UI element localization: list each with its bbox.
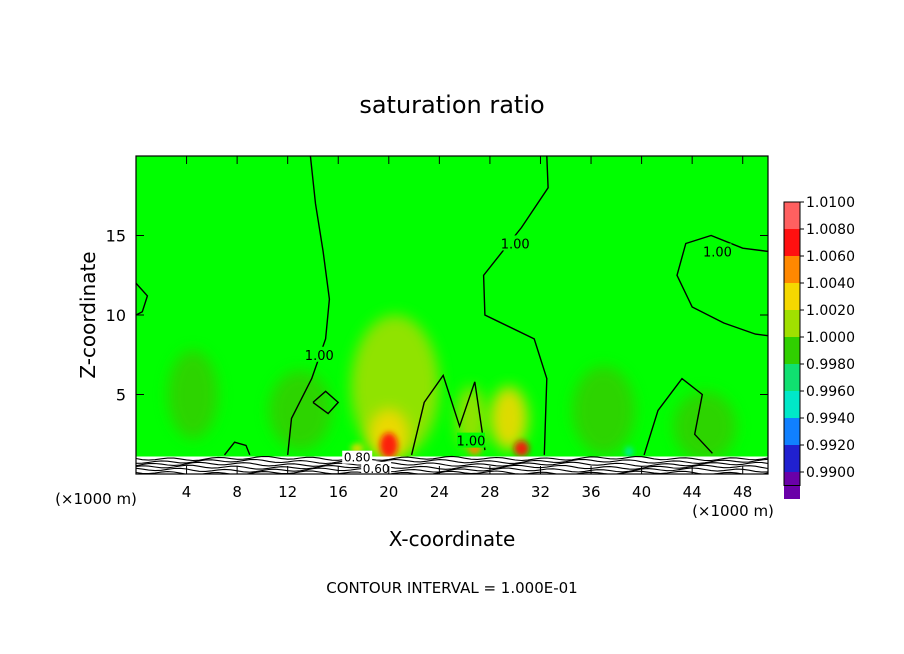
contour-interval-note: CONTOUR INTERVAL = 1.000E-01 bbox=[326, 579, 577, 597]
x-tick-label-40: 40 bbox=[632, 483, 651, 501]
terrain-label-2: 0.60 bbox=[363, 462, 390, 476]
contour-label-4: 1.00 bbox=[456, 435, 485, 450]
colorbar-swatch-9 bbox=[784, 418, 800, 445]
colorbar-label-11: 0.9900 bbox=[806, 465, 855, 481]
colorbar-label-8: 0.9960 bbox=[806, 384, 855, 400]
x-tick-label-20: 20 bbox=[379, 483, 398, 501]
y-tick-label-15: 15 bbox=[106, 227, 126, 246]
contour-label-bg-4 bbox=[456, 432, 485, 448]
colorbar-frame bbox=[783, 201, 801, 486]
contour-label-bg-1 bbox=[305, 346, 334, 362]
y-tick-label-5: 5 bbox=[116, 386, 126, 405]
terrain-line-3 bbox=[136, 461, 768, 467]
contour-line-3 bbox=[676, 234, 768, 337]
plot-area: 1.00 1.00 1.00 1.00 0.800.60 bbox=[135, 155, 769, 476]
colorbar-swatch-10 bbox=[784, 445, 800, 472]
heat-cell-2 bbox=[268, 370, 332, 451]
x-tick-label-24: 24 bbox=[430, 483, 449, 501]
heat-cell-10 bbox=[572, 365, 636, 455]
terrain-label-1: 0.80 bbox=[344, 451, 371, 465]
y-tick-label-10: 10 bbox=[106, 306, 126, 325]
plot-background bbox=[136, 156, 768, 474]
colorbar-swatch-3 bbox=[784, 256, 800, 283]
colorbar-swatch-1 bbox=[784, 202, 800, 229]
x-tick-label-4: 4 bbox=[182, 483, 192, 501]
contour-label-bg-3 bbox=[703, 243, 732, 259]
terrain-label-bg-1 bbox=[342, 450, 373, 464]
contour-label-3: 1.00 bbox=[703, 245, 732, 260]
contour-lines: 1.00 1.00 1.00 1.00 bbox=[136, 156, 768, 456]
x-tick-label-28: 28 bbox=[480, 483, 499, 501]
y-axis-label: Z-coordinate bbox=[76, 251, 100, 378]
terrain-line-2 bbox=[136, 458, 768, 465]
heat-cell-8 bbox=[489, 386, 528, 451]
colorbar-label-1: 1.0100 bbox=[806, 195, 855, 211]
contour-line-6 bbox=[643, 377, 713, 456]
x-tick-label-8: 8 bbox=[232, 483, 242, 501]
contour-label-bg-2 bbox=[501, 235, 530, 251]
terrain-line-1 bbox=[136, 455, 768, 462]
colorbar-label-4: 1.0040 bbox=[806, 276, 855, 292]
colorbar-swatch-7 bbox=[784, 364, 800, 391]
colorbar-label-10: 0.9920 bbox=[806, 438, 855, 454]
colorbar-swatch-4 bbox=[784, 283, 800, 310]
colorbar-label-5: 1.0020 bbox=[806, 303, 855, 319]
contour-label-2: 1.00 bbox=[501, 237, 530, 252]
contour-line-8 bbox=[312, 390, 340, 415]
colorbar-label-3: 1.0060 bbox=[806, 249, 855, 265]
x-tick-label-12: 12 bbox=[278, 483, 297, 501]
x-tick-label-16: 16 bbox=[329, 483, 348, 501]
terrain-line-6 bbox=[136, 470, 768, 474]
contour-line-7 bbox=[223, 441, 251, 456]
contour-line-5 bbox=[136, 282, 149, 316]
heat-cell-5 bbox=[379, 432, 398, 459]
colorbar: 1.0100 1.0080 1.0060 1.0040 1.0020 1.0000 0.99… bbox=[783, 195, 855, 499]
heat-cell-12 bbox=[625, 446, 633, 457]
heat-cell-1 bbox=[167, 349, 219, 440]
contour-line-1 bbox=[287, 156, 331, 455]
terrain-line-5 bbox=[136, 467, 768, 473]
x-unit-label-left: (×1000 m) bbox=[55, 490, 137, 508]
terrain-label-bg-2 bbox=[361, 461, 392, 474]
y-axis-ticks: 5 10 15 bbox=[106, 227, 768, 405]
x-axis-label: X-coordinate bbox=[389, 527, 516, 551]
x-tick-label-36: 36 bbox=[581, 483, 600, 501]
x-axis-ticks: 4 8 12 16 20 24 28 32 36 40 44 48 bbox=[182, 156, 752, 501]
x-unit-label-right: (×1000 m) bbox=[692, 502, 774, 520]
chart-title: saturation ratio bbox=[359, 91, 544, 119]
colorbar-label-9: 0.9940 bbox=[806, 411, 855, 427]
x-tick-label-32: 32 bbox=[531, 483, 550, 501]
colorbar-swatch-5 bbox=[784, 310, 800, 337]
colorbar-swatch-2 bbox=[784, 229, 800, 256]
x-tick-label-48: 48 bbox=[733, 483, 752, 501]
colorbar-label-7: 0.9980 bbox=[806, 357, 855, 373]
heat-cell-9 bbox=[513, 440, 530, 457]
contour-line-2 bbox=[482, 156, 549, 455]
colorbar-swatch-6 bbox=[784, 337, 800, 364]
colorbar-label-2: 1.0080 bbox=[806, 222, 855, 238]
contour-line-4 bbox=[410, 373, 486, 456]
x-tick-label-44: 44 bbox=[683, 483, 702, 501]
colorbar-swatch-8 bbox=[784, 391, 800, 418]
colorbar-label-6: 1.0000 bbox=[806, 330, 855, 346]
terrain-layers: 0.800.60 bbox=[136, 450, 768, 476]
heat-cell-11 bbox=[673, 391, 737, 462]
contour-label-1: 1.00 bbox=[305, 349, 334, 364]
terrain-line-4 bbox=[136, 464, 768, 470]
